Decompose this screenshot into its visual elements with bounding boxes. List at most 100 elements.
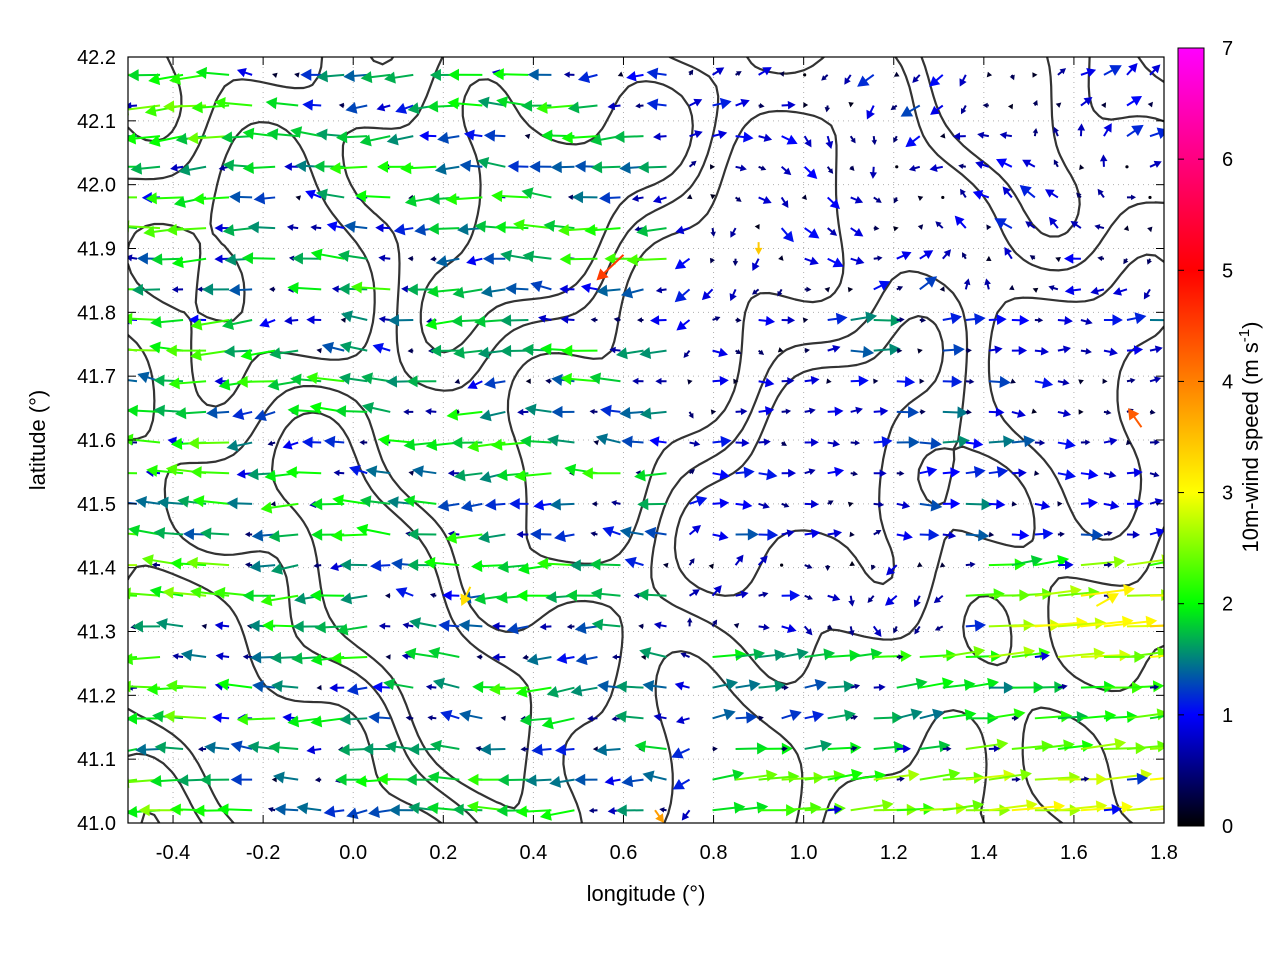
wind-vector bbox=[338, 372, 368, 385]
wind-vector bbox=[522, 654, 529, 660]
wind-vector bbox=[236, 375, 276, 388]
wind-vector bbox=[560, 315, 575, 324]
wind-vector bbox=[463, 129, 483, 141]
wind-vector bbox=[893, 135, 899, 143]
wind-vector bbox=[895, 165, 899, 169]
colorbar-tick-label: 6 bbox=[1222, 149, 1233, 171]
wind-vector bbox=[735, 349, 742, 354]
wind-vector bbox=[242, 589, 276, 602]
wind-vector bbox=[652, 195, 667, 204]
wind-vector bbox=[1102, 378, 1108, 384]
wind-vector bbox=[403, 495, 437, 508]
wind-vector bbox=[827, 500, 834, 506]
wind-vector bbox=[533, 499, 552, 511]
wind-vector bbox=[242, 654, 253, 660]
wind-vector bbox=[919, 708, 945, 721]
wind-vector bbox=[590, 317, 598, 323]
wind-vector bbox=[1078, 379, 1084, 385]
wind-vector bbox=[735, 98, 750, 108]
wind-vector bbox=[1034, 710, 1073, 723]
wind-vector bbox=[1011, 435, 1036, 448]
wind-vector bbox=[170, 163, 184, 172]
wind-vector bbox=[135, 495, 161, 508]
wind-vector bbox=[676, 319, 691, 331]
wind-vector bbox=[365, 465, 391, 478]
wind-vector bbox=[735, 131, 754, 143]
wind-vector bbox=[663, 562, 669, 569]
wind-vector bbox=[602, 526, 621, 538]
wind-vector bbox=[1048, 216, 1059, 229]
wind-vector bbox=[896, 677, 928, 690]
wind-vector bbox=[688, 411, 694, 419]
wind-vector bbox=[952, 132, 966, 141]
wind-vector bbox=[290, 373, 322, 386]
wind-vector bbox=[1034, 617, 1088, 630]
wind-vector bbox=[212, 712, 230, 723]
wind-vector bbox=[824, 565, 831, 571]
wind-vector bbox=[1149, 807, 1164, 812]
wind-vector bbox=[202, 283, 230, 296]
wind-vector bbox=[477, 531, 506, 544]
wind-vector bbox=[893, 197, 899, 204]
wind-vector bbox=[958, 163, 966, 170]
wind-vector bbox=[781, 648, 809, 660]
x-tick-label: -0.2 bbox=[246, 842, 280, 864]
wind-vector bbox=[827, 768, 863, 781]
wind-vector bbox=[546, 685, 575, 698]
colorbar-tick-label: 4 bbox=[1222, 371, 1233, 393]
wind-vector bbox=[802, 317, 809, 323]
wind-vector bbox=[1022, 159, 1036, 168]
wind-vector bbox=[688, 558, 695, 566]
wind-vector bbox=[850, 406, 863, 415]
wind-vector bbox=[408, 470, 414, 476]
wind-vector bbox=[519, 435, 552, 448]
wind-vector bbox=[914, 625, 921, 635]
wind-vector bbox=[595, 743, 621, 757]
wind-vector bbox=[145, 192, 184, 205]
wind-vector bbox=[1057, 773, 1108, 786]
wind-vector bbox=[873, 255, 883, 261]
wind-vector bbox=[171, 286, 184, 293]
strong-wind-vector bbox=[1127, 408, 1143, 428]
wind-vector bbox=[240, 348, 276, 361]
wind-vector bbox=[423, 556, 460, 569]
wind-vector bbox=[850, 256, 865, 265]
wind-vector bbox=[190, 348, 230, 361]
wind-vector bbox=[1011, 501, 1018, 507]
wind-vector bbox=[779, 71, 785, 77]
wind-vector bbox=[965, 561, 976, 568]
wind-vector bbox=[896, 251, 912, 261]
wind-vector bbox=[531, 743, 552, 756]
wind-vector bbox=[340, 592, 368, 605]
wind-vector bbox=[1143, 288, 1151, 300]
wind-vector bbox=[1078, 409, 1084, 415]
wind-vector bbox=[758, 67, 772, 76]
wind-vector bbox=[711, 619, 718, 627]
wind-vector bbox=[1126, 124, 1144, 137]
wind-vector bbox=[933, 594, 944, 604]
wind-vector bbox=[1103, 804, 1122, 815]
wind-vector bbox=[896, 286, 904, 292]
wind-vector bbox=[965, 529, 990, 542]
wind-vector bbox=[646, 98, 667, 111]
wind-vector bbox=[477, 96, 506, 109]
wind-vector bbox=[781, 408, 792, 415]
wind-vector bbox=[589, 408, 598, 415]
wind-vector bbox=[1149, 527, 1164, 538]
wind-vector bbox=[146, 464, 184, 477]
wind-vector bbox=[1080, 528, 1104, 541]
wind-vector bbox=[1149, 64, 1161, 76]
wind-vector bbox=[588, 807, 598, 814]
wind-vector bbox=[687, 379, 693, 385]
wind-vector bbox=[988, 768, 1032, 781]
wind-vector bbox=[850, 683, 861, 690]
wind-vector bbox=[873, 314, 902, 327]
wind-vector bbox=[247, 221, 276, 234]
wind-vector bbox=[758, 742, 793, 755]
wind-vector bbox=[604, 252, 644, 265]
wind-vector bbox=[128, 196, 138, 199]
wind-vector bbox=[154, 741, 184, 754]
y-tick-label: 42.2 bbox=[77, 47, 116, 69]
wind-vector bbox=[1070, 221, 1082, 229]
wind-vector bbox=[1090, 286, 1105, 296]
